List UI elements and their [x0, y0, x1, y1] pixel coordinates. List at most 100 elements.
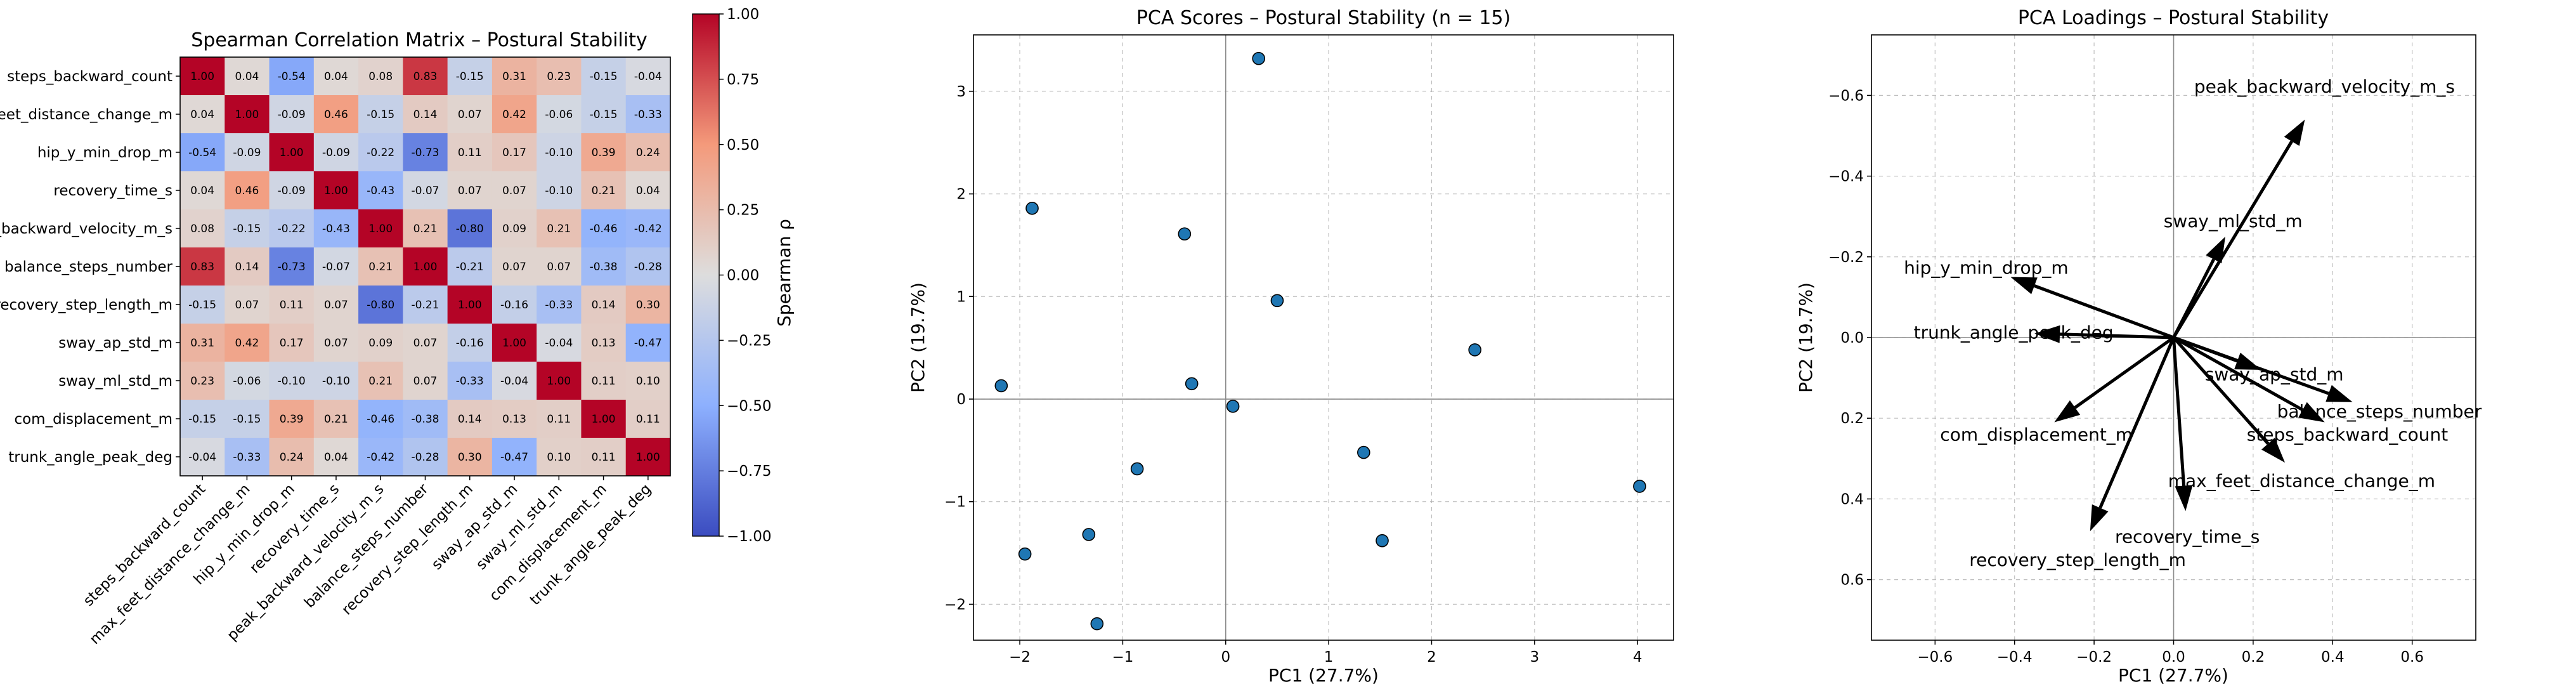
- heatmap-cell: [625, 362, 671, 400]
- scores-y-tick-label: −2: [944, 596, 966, 613]
- heatmap-cell: [491, 324, 537, 362]
- heatmap-cell: [269, 324, 315, 362]
- heatmap-cell: [358, 362, 403, 400]
- heatmap-column-label: max_feet_distance_change_m: [87, 481, 254, 648]
- loading-arrow-shaft: [2098, 337, 2175, 509]
- heatmap-cell: [537, 286, 582, 324]
- scores-x-tick-label: 2: [1427, 649, 1436, 666]
- heatmap-cell: [581, 362, 627, 400]
- heatmap-cell-value: -0.04: [188, 451, 216, 464]
- loading-label: recovery_time_s: [2115, 527, 2260, 548]
- heatmap-cell-value: -0.04: [545, 337, 573, 350]
- loadings-x-ticks: −0.6 −0.4 −0.2 0.0 0.2 0.4 0.6: [1917, 640, 2424, 666]
- heatmap-cell-value: -0.15: [188, 413, 216, 426]
- loading-label: recovery_step_length_m: [1969, 549, 2186, 570]
- score-point: [1025, 201, 1039, 215]
- heatmap-cell: [224, 362, 270, 400]
- heatmap-cell-value: 0.11: [458, 147, 482, 159]
- score-point: [1376, 534, 1389, 548]
- scores-y-ticks: −2 −1 0 1 2 3: [944, 84, 973, 613]
- heatmap-row-labels: steps_backward_count max_feet_distance_ch…: [0, 69, 180, 466]
- loading-label: sway_ml_std_m: [2164, 211, 2303, 232]
- heatmap-row-label: com_displacement_m: [14, 411, 172, 428]
- heatmap-cell-value: 0.46: [235, 185, 259, 197]
- heatmap-cell: [537, 247, 582, 286]
- score-point: [1252, 51, 1266, 65]
- heatmap-cell-value: -0.09: [322, 147, 350, 159]
- heatmap-cell-value: 0.13: [502, 413, 526, 426]
- scores-y-tick-label: −1: [944, 494, 966, 511]
- heatmap-cell: [625, 95, 671, 134]
- loadings-x-tick-label: 0.6: [2400, 649, 2424, 666]
- heatmap-cell: [581, 209, 627, 248]
- heatmap-cell: [358, 57, 403, 96]
- heatmap-cell-value: 1.00: [547, 375, 571, 388]
- heatmap-cell-value: -0.28: [412, 451, 439, 464]
- heatmap-cell-value: 0.07: [502, 185, 526, 197]
- heatmap-cell-value: -0.73: [412, 147, 439, 159]
- heatmap-cell: [224, 438, 270, 476]
- loadings-x-tick-label: −0.6: [1917, 649, 1953, 666]
- heatmap-cell-value: 0.31: [190, 337, 214, 350]
- heatmap-cell: [581, 324, 627, 362]
- loading-arrow-head: [2010, 277, 2038, 294]
- heatmap-cell: [581, 400, 627, 438]
- heatmap-cell: [537, 209, 582, 248]
- heatmap-cell-value: 0.24: [636, 147, 660, 159]
- heatmap-cell: [491, 133, 537, 172]
- heatmap-cell: [358, 171, 403, 210]
- heatmap-cell-value: 0.21: [324, 413, 348, 426]
- heatmap-cell-value: -0.15: [188, 299, 216, 312]
- heatmap-cell: [313, 438, 359, 476]
- heatmap-cell: [625, 171, 671, 210]
- scores-x-tick-label: −2: [1009, 649, 1031, 666]
- pca-loadings-panel: PCA Loadings – Postural Stability peak_b…: [1795, 7, 2482, 686]
- heatmap-cell: [224, 247, 270, 286]
- heatmap-cell-value: -0.42: [634, 223, 662, 235]
- heatmap-cell: [313, 362, 359, 400]
- heatmap-cell: [403, 57, 448, 96]
- heatmap-cell-value: -0.46: [590, 223, 618, 235]
- heatmap-row-label: max_feet_distance_change_m: [0, 107, 172, 123]
- heatmap-cell-value: 0.08: [190, 223, 214, 235]
- loading-arrow-shaft: [2173, 336, 2329, 395]
- heatmap-cell-value: -0.73: [278, 261, 306, 273]
- score-point: [1633, 480, 1646, 493]
- heatmap-cell: [447, 247, 493, 286]
- heatmap-cell-value: -0.15: [590, 108, 618, 121]
- heatmap-cell: [447, 324, 493, 362]
- heatmap-cell-value: -0.33: [456, 375, 484, 388]
- heatmap-cell-value: 0.11: [547, 413, 571, 426]
- heatmap-cell: [313, 286, 359, 324]
- pca-scores-panel: PCA Scores – Postural Stability (n = 15)…: [907, 7, 1674, 686]
- heatmap-cell: [537, 400, 582, 438]
- heatmap-cell: [537, 57, 582, 96]
- loading-label: com_displacement_m: [1940, 424, 2133, 445]
- heatmap-cell-value: -0.10: [545, 147, 573, 159]
- loading-label: steps_backward_count: [2247, 424, 2449, 445]
- heatmap-cell: [313, 171, 359, 210]
- heatmap-cell: [403, 247, 448, 286]
- loadings-y-tick-label: 0.2: [1840, 410, 1864, 427]
- heatmap-cell-value: 1.00: [413, 261, 438, 273]
- colorbar-tick-label: −0.25: [727, 332, 771, 349]
- heatmap-cell-value: -0.42: [367, 451, 394, 464]
- colorbar-label: Spearman ρ: [774, 219, 795, 327]
- scores-x-tick-label: 1: [1324, 649, 1334, 666]
- heatmap-cell-value: -0.15: [367, 108, 394, 121]
- heatmap-cell: [224, 400, 270, 438]
- heatmap-cell-value: 0.39: [592, 147, 616, 159]
- heatmap-cell: [447, 133, 493, 172]
- heatmap-cell-value: 0.04: [190, 185, 214, 197]
- heatmap-cell: [537, 324, 582, 362]
- heatmap-cell: [403, 286, 448, 324]
- score-point: [1090, 617, 1104, 631]
- scores-y-tick-label: 0: [956, 391, 966, 408]
- heatmap-cell-value: -0.06: [545, 108, 573, 121]
- heatmap-cell: [537, 133, 582, 172]
- heatmap-cell: [313, 400, 359, 438]
- colorbar-tick-label: −0.50: [727, 398, 771, 414]
- heatmap-frame: [179, 56, 671, 476]
- heatmap-cell: [447, 286, 493, 324]
